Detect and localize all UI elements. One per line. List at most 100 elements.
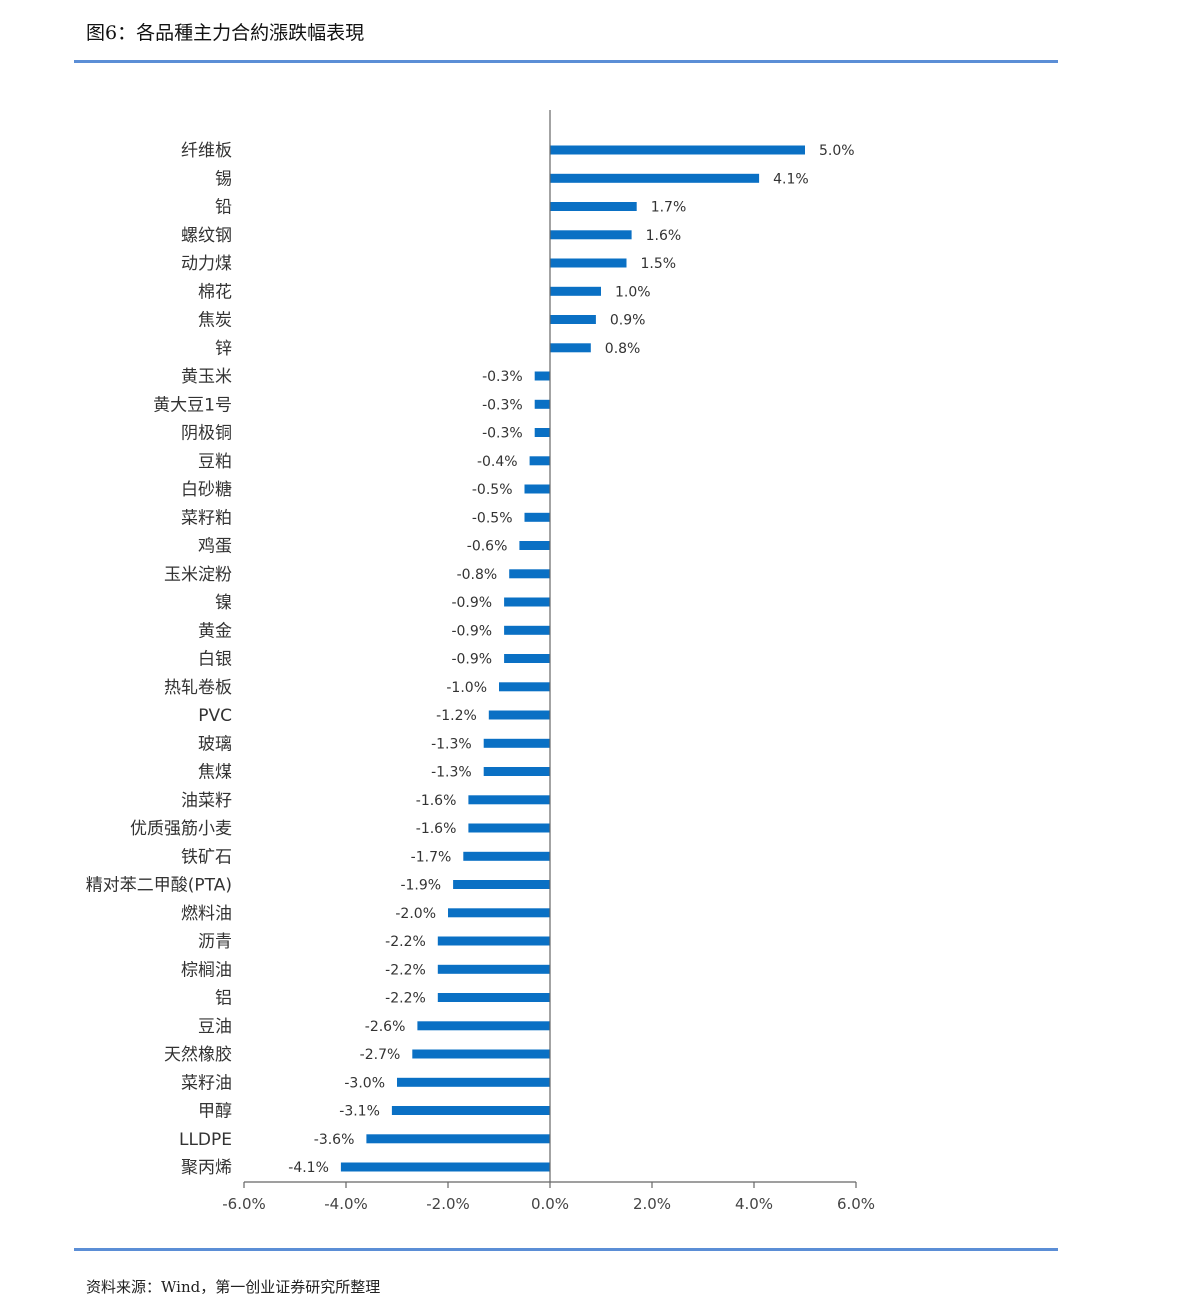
source-note: 资料来源：Wind，第一创业证券研究所整理 xyxy=(86,1278,381,1296)
value-label-26: -1.9% xyxy=(400,878,441,894)
value-label-28: -2.2% xyxy=(385,934,426,950)
value-label-27: -2.0% xyxy=(395,906,436,922)
value-label-21: -1.3% xyxy=(431,736,472,752)
category-label-33: 菜籽油 xyxy=(181,1073,232,1093)
bar-13 xyxy=(524,512,550,522)
value-label-1: 4.1% xyxy=(773,171,809,187)
category-label-21: 玻璃 xyxy=(198,734,232,754)
value-label-14: -0.6% xyxy=(467,539,508,555)
category-label-5: 棉花 xyxy=(198,282,232,302)
bar-21 xyxy=(483,738,550,748)
value-label-31: -2.6% xyxy=(365,1019,406,1035)
category-label-9: 黄大豆1号 xyxy=(153,395,232,415)
category-label-28: 沥青 xyxy=(198,932,232,952)
value-label-11: -0.4% xyxy=(477,454,518,470)
bar-34 xyxy=(391,1106,550,1115)
bar-9 xyxy=(534,399,550,409)
category-label-30: 铝 xyxy=(215,989,232,1009)
category-label-10: 阴极铜 xyxy=(181,424,232,444)
bar-28 xyxy=(437,936,550,946)
value-label-6: 0.9% xyxy=(610,313,646,329)
category-label-8: 黄玉米 xyxy=(181,367,232,387)
value-label-30: -2.2% xyxy=(385,991,426,1007)
category-label-0: 纤维板 xyxy=(181,141,232,161)
category-label-19: 热轧卷板 xyxy=(164,678,232,698)
value-label-20: -1.2% xyxy=(436,708,477,724)
x-tick-label-6: 6.0% xyxy=(837,1195,875,1213)
value-label-24: -1.6% xyxy=(416,821,457,837)
bar-22 xyxy=(483,767,550,776)
bar-7 xyxy=(550,343,591,353)
bar-3 xyxy=(550,230,632,240)
bar-25 xyxy=(463,851,550,861)
category-label-7: 锌 xyxy=(215,339,232,359)
category-label-35: LLDPE xyxy=(179,1130,232,1150)
x-tick-label-3: 0.0% xyxy=(531,1195,569,1213)
value-label-2: 1.7% xyxy=(651,200,687,216)
x-tick-label-0: -6.0% xyxy=(222,1195,266,1213)
bar-36 xyxy=(340,1162,550,1172)
value-label-19: -1.0% xyxy=(446,680,487,696)
bar-17 xyxy=(504,625,550,635)
value-label-33: -3.0% xyxy=(344,1075,385,1091)
value-labels: 5.0% 4.1% 1.7% 1.6% 1.5% 1.0% 0.9% 0.8% -0.3% -0.… xyxy=(288,143,854,1176)
value-label-25: -1.7% xyxy=(411,849,452,865)
category-label-4: 动力煤 xyxy=(181,254,232,274)
bar-0 xyxy=(550,145,805,155)
bar-26 xyxy=(453,880,550,889)
bar-35 xyxy=(366,1134,550,1144)
value-label-32: -2.7% xyxy=(360,1047,401,1063)
bar-6 xyxy=(550,315,596,324)
category-label-3: 螺纹钢 xyxy=(181,226,232,246)
category-label-36: 聚丙烯 xyxy=(181,1158,232,1178)
value-label-4: 1.5% xyxy=(641,256,677,272)
value-label-13: -0.5% xyxy=(472,510,513,526)
value-label-23: -1.6% xyxy=(416,793,457,809)
value-label-22: -1.3% xyxy=(431,765,472,781)
bar-2 xyxy=(550,202,637,211)
value-label-8: -0.3% xyxy=(482,369,523,385)
bar-8 xyxy=(534,371,550,381)
category-label-31: 豆油 xyxy=(198,1017,232,1037)
bar-4 xyxy=(550,258,627,268)
value-label-12: -0.5% xyxy=(472,482,513,498)
x-tick-label-5: 4.0% xyxy=(735,1195,773,1213)
category-label-22: 焦煤 xyxy=(198,763,232,783)
axes: -6.0% -4.0% -2.0% 0.0% 2.0% 4.0% 6.0% xyxy=(222,110,875,1213)
bar-20 xyxy=(488,710,550,720)
category-label-29: 棕榈油 xyxy=(181,960,232,980)
value-label-3: 1.6% xyxy=(646,228,682,244)
category-label-15: 玉米淀粉 xyxy=(164,565,232,585)
category-label-18: 白银 xyxy=(198,650,232,670)
bar-31 xyxy=(417,1021,550,1031)
value-label-9: -0.3% xyxy=(482,397,523,413)
value-label-34: -3.1% xyxy=(339,1104,380,1120)
category-label-25: 铁矿石 xyxy=(181,847,232,867)
figure-title: 图6：各品種主力合約漲跌幅表現 xyxy=(86,22,365,44)
category-label-13: 菜籽粕 xyxy=(181,508,232,528)
category-label-27: 燃料油 xyxy=(181,904,232,924)
value-label-18: -0.9% xyxy=(451,652,492,668)
category-label-12: 白砂糖 xyxy=(181,480,232,500)
category-labels: 纤维板锡铅螺纹钢动力煤棉花焦炭锌黄玉米黄大豆1号阴极铜豆粕白砂糖菜籽粕鸡蛋玉米淀… xyxy=(86,141,232,1178)
top-rule xyxy=(74,60,1058,63)
bar-15 xyxy=(509,569,550,579)
category-label-17: 黄金 xyxy=(198,621,232,641)
category-label-11: 豆粕 xyxy=(198,452,232,472)
bar-16 xyxy=(504,597,550,607)
category-label-24: 优质强筋小麦 xyxy=(130,819,232,839)
bar-30 xyxy=(437,993,550,1002)
bar-1 xyxy=(550,173,760,183)
bar-14 xyxy=(519,541,550,550)
x-tick-label-1: -4.0% xyxy=(324,1195,368,1213)
bar-29 xyxy=(437,964,550,974)
category-label-6: 焦炭 xyxy=(198,311,232,331)
bar-18 xyxy=(504,654,550,663)
value-label-36: -4.1% xyxy=(288,1160,329,1176)
category-label-14: 鸡蛋 xyxy=(198,537,232,557)
bar-27 xyxy=(448,908,550,918)
category-label-16: 镍 xyxy=(215,593,232,613)
value-label-15: -0.8% xyxy=(457,567,498,583)
value-label-16: -0.9% xyxy=(451,595,492,611)
